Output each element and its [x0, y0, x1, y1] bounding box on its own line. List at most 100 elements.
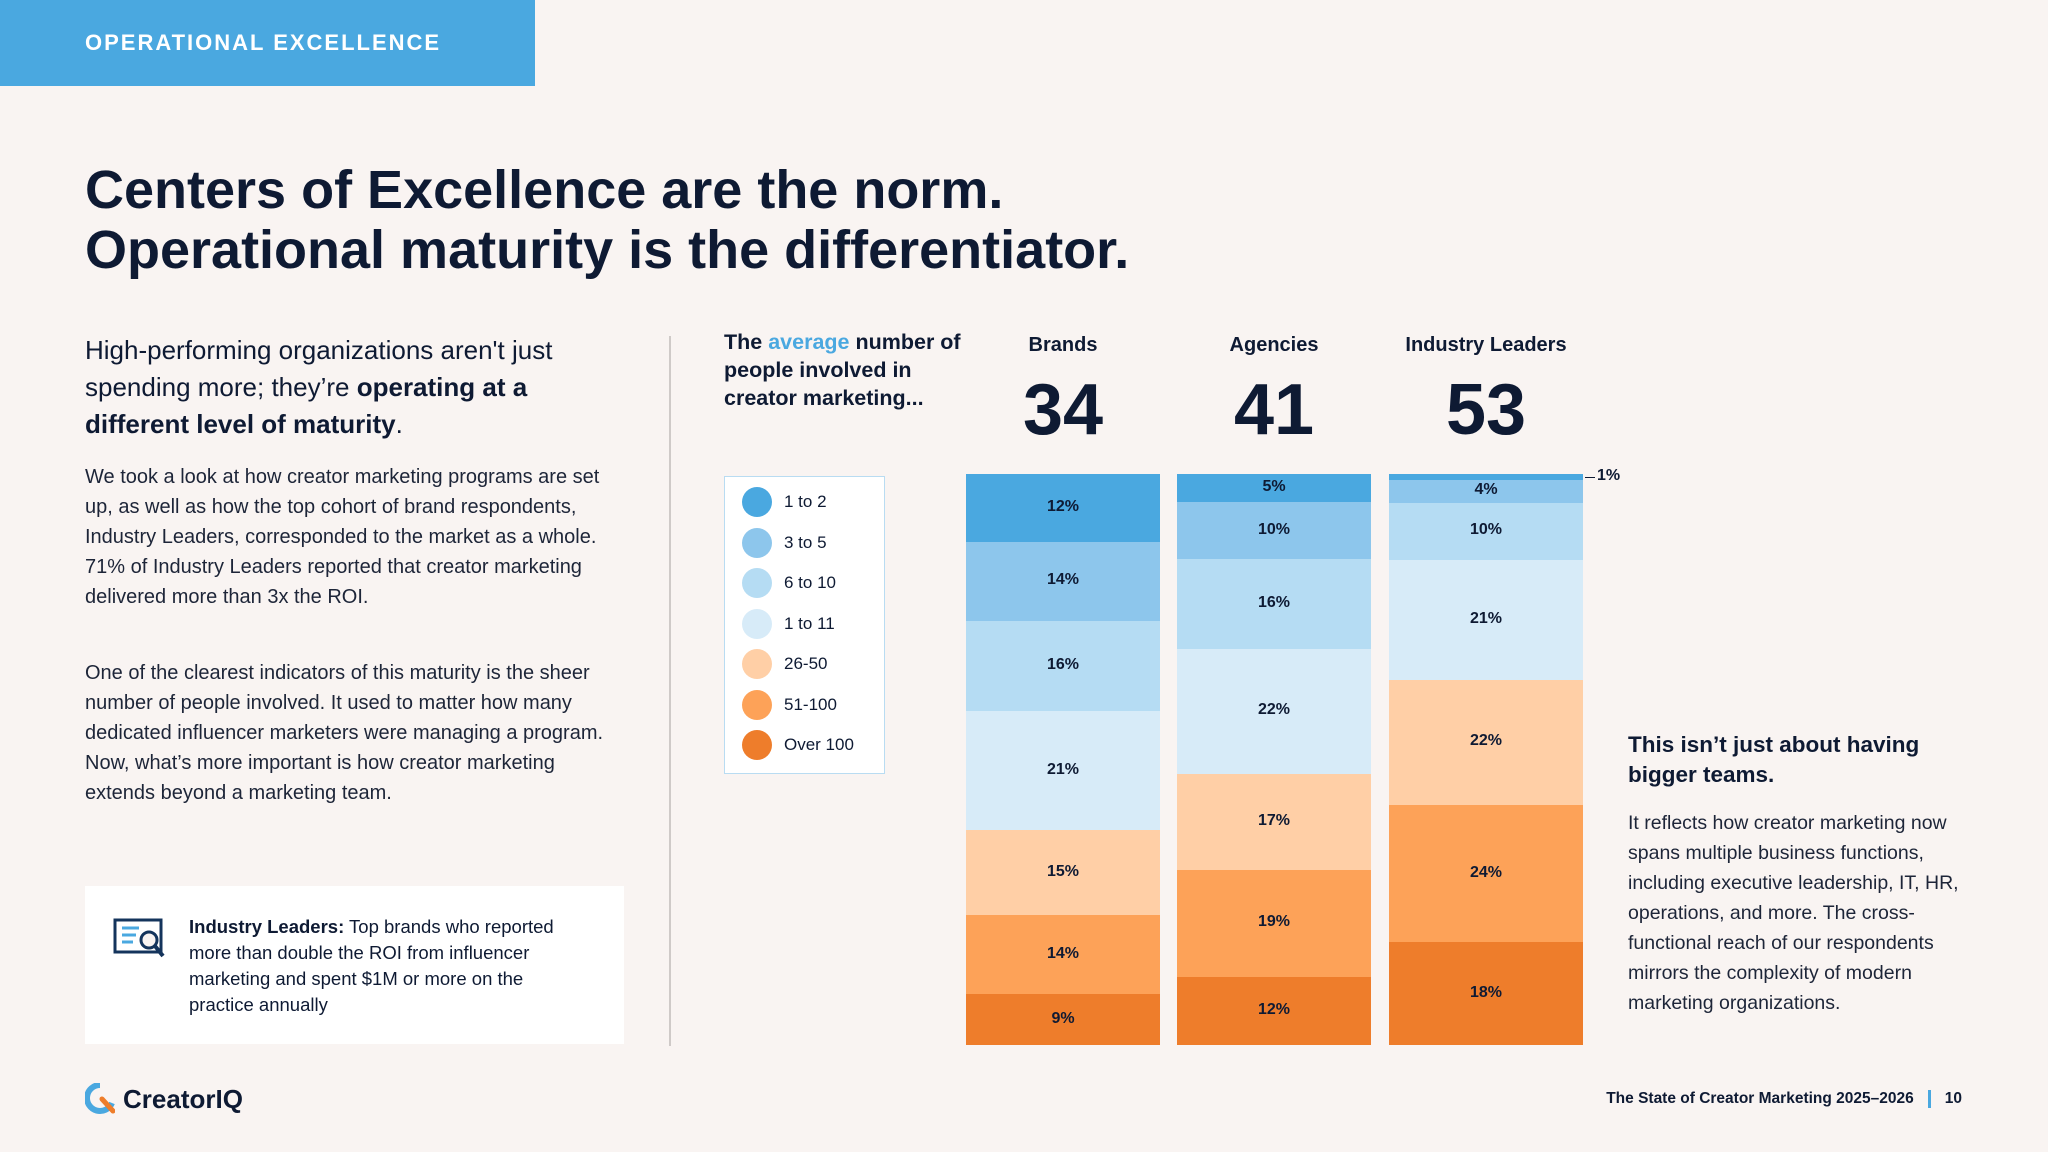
- bar-segment: [1177, 869, 1371, 978]
- data-label: 19%: [1257, 913, 1291, 931]
- column-average: 41: [1233, 370, 1315, 450]
- industry-leaders-callout: Industry Leaders: Top brands who reporte…: [85, 886, 624, 1044]
- bar-segment: [1177, 773, 1371, 870]
- lead-part-2: .: [395, 409, 403, 439]
- certificate-search-icon: [113, 916, 169, 964]
- bar-segment: [966, 711, 1160, 831]
- data-label: 10%: [1257, 520, 1291, 538]
- page-number: 10: [1944, 1090, 1962, 1107]
- legend-swatch: [742, 730, 772, 760]
- data-label: 22%: [1257, 701, 1291, 719]
- data-label: 15%: [1046, 862, 1080, 880]
- bar-segment: [1177, 977, 1371, 1045]
- bar-segment: [1389, 502, 1583, 560]
- label-leader-line: [1585, 476, 1595, 479]
- legend-item: 26-50: [742, 649, 827, 679]
- data-label: 24%: [1469, 863, 1503, 881]
- bar-segment: [1389, 479, 1583, 503]
- bar-segment: [1177, 502, 1371, 559]
- data-label: 21%: [1469, 609, 1503, 627]
- column-header: Agencies: [1229, 334, 1319, 356]
- headline-line-1: Centers of Excellence are the norm.: [85, 160, 1004, 220]
- bar-segment: [1389, 474, 1583, 480]
- avg-highlight: average: [768, 330, 850, 354]
- body-paragraph-2: One of the clearest indicators of this m…: [85, 662, 604, 804]
- legend-swatch: [742, 689, 772, 720]
- legend-item: 51-100: [742, 689, 837, 720]
- legend-swatch: [742, 527, 772, 558]
- legend-label: 1 to 11: [784, 613, 835, 633]
- legend-item: 1 to 11: [742, 608, 835, 639]
- legend-swatch: [742, 649, 772, 679]
- body-paragraph-1: We took a look at how creator marketing …: [85, 466, 600, 608]
- bar-segment: [1389, 679, 1583, 806]
- bar-segment: [966, 994, 1160, 1045]
- legend-swatch: [742, 487, 772, 517]
- data-label: 18%: [1469, 983, 1503, 1001]
- data-label: 16%: [1046, 656, 1080, 674]
- footer: The State of Creator Marketing 2025–2026…: [1606, 1090, 1962, 1108]
- side-body: It reflects how creator marketing now sp…: [1628, 812, 1959, 1014]
- page-title: Centers of Excellence are the norm. Oper…: [85, 160, 1485, 280]
- bar-segment: [966, 914, 1160, 995]
- logo-icon: [84, 1082, 116, 1115]
- data-label: 14%: [1046, 571, 1080, 589]
- bar-segment: [1389, 559, 1583, 680]
- column-header: Brands: [1028, 334, 1098, 356]
- bar-segment: [1389, 805, 1583, 943]
- chart-legend: 1 to 2 3 to 5 6 to 10 1 to 11 26-50 51-100 Ove…: [724, 476, 885, 774]
- callout-description: Top brands who reported more than double…: [189, 916, 554, 1015]
- bar-segment: [966, 474, 1160, 542]
- legend-label: 51-100: [784, 694, 837, 714]
- callout-text: Industry Leaders: Top brands who reporte…: [189, 914, 589, 1018]
- side-title: This isn’t just about having bigger team…: [1628, 732, 1920, 787]
- creatoriq-logo: CreatorIQ: [84, 1082, 243, 1115]
- data-label: 14%: [1046, 944, 1080, 962]
- column-average: 53: [1445, 370, 1527, 450]
- bar-segment: [1177, 649, 1371, 774]
- data-label: 5%: [1262, 478, 1286, 496]
- legend-label: 6 to 10: [784, 573, 836, 592]
- data-label: 4%: [1474, 481, 1498, 499]
- bar-segment: [1389, 942, 1583, 1045]
- legend-label: 3 to 5: [784, 532, 827, 552]
- data-label: 10%: [1469, 521, 1503, 539]
- data-label: 22%: [1469, 732, 1503, 750]
- bar-segment: [1177, 474, 1371, 503]
- legend-item: Over 100: [742, 730, 854, 760]
- data-label: 1%: [1597, 466, 1621, 484]
- data-label: 16%: [1257, 594, 1291, 612]
- legend-label: 1 to 2: [784, 492, 827, 511]
- legend-swatch: [742, 568, 772, 598]
- callout-label: Industry Leaders:: [189, 916, 345, 937]
- data-label: 17%: [1257, 811, 1291, 829]
- legend-label: 26-50: [784, 654, 828, 673]
- average-intro: The average number of people involved in…: [724, 328, 974, 412]
- legend-label: Over 100: [784, 735, 854, 754]
- data-label: 12%: [1257, 1001, 1291, 1019]
- bar-segment: [1177, 558, 1371, 650]
- lead-bold: operating at a different level of maturi…: [85, 372, 528, 439]
- report-title: The State of Creator Marketing 2025–2026: [1606, 1090, 1914, 1107]
- data-label: 21%: [1046, 760, 1080, 778]
- logo-text: CreatorIQ: [123, 1083, 243, 1114]
- data-label: 9%: [1051, 1009, 1075, 1027]
- legend-item: 3 to 5: [742, 527, 827, 558]
- legend-swatch: [742, 608, 772, 639]
- avg-post: number of people involved in creator mar…: [724, 330, 961, 410]
- footer-separator: [1927, 1090, 1931, 1108]
- legend-item: 1 to 2: [742, 487, 827, 517]
- section-tag: OPERATIONAL EXCELLENCE: [0, 0, 535, 86]
- bar-segment: [966, 620, 1160, 712]
- avg-pre: The: [724, 330, 769, 354]
- legend-item: 6 to 10: [742, 568, 836, 598]
- column-average: 34: [1022, 370, 1104, 450]
- bar-segment: [966, 541, 1160, 621]
- column-divider: [669, 336, 671, 1046]
- lead-part-1: High-performing organizations aren't jus…: [85, 335, 553, 402]
- headline-line-2: Operational maturity is the differentiat…: [85, 220, 1130, 280]
- data-label: 12%: [1046, 497, 1080, 515]
- bar-segment: [966, 830, 1160, 915]
- lead-paragraph: High-performing organizations aren't jus…: [85, 332, 625, 443]
- column-header: Industry Leaders: [1405, 334, 1567, 356]
